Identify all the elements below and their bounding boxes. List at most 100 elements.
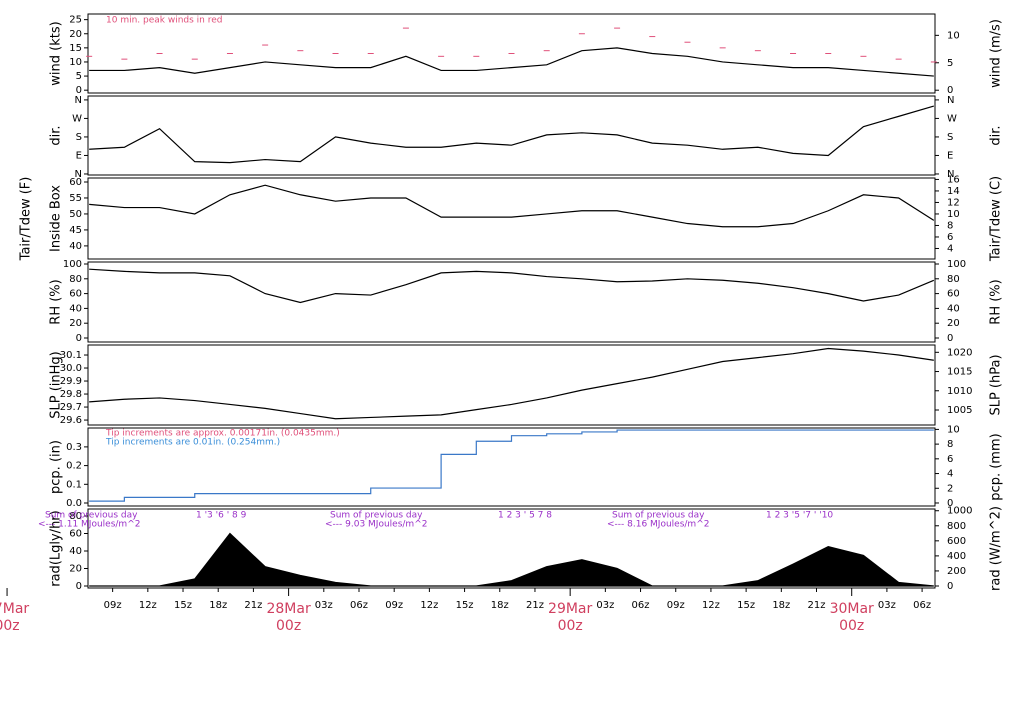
panel-frame (87, 261, 936, 343)
series-line (89, 347, 934, 420)
y2-tick-label: 12 (947, 197, 960, 208)
y-tick-label: 20 (69, 29, 82, 40)
y-tick-label: 29.9 (60, 376, 82, 387)
annotation: 10 min. peak winds in red (106, 16, 223, 26)
y2-tick-label: 8 (947, 439, 953, 450)
y-tick-label: 40 (69, 241, 82, 252)
x-tick-label: 03z (596, 600, 614, 611)
y-axis-label: Tair/Tdew (F) (19, 177, 34, 262)
y2-tick-label: 8 (947, 220, 953, 231)
y-tick-label: 30.1 (60, 350, 82, 361)
y2-tick-label: 10 (947, 424, 960, 435)
y-axis-label: RH (%) (49, 279, 64, 324)
series-line (89, 184, 935, 228)
day-hour-label: 00z (0, 618, 20, 634)
y-tick-label: 80 (69, 274, 82, 285)
x-tick-label: 12z (420, 600, 438, 611)
y2-tick-label: 10 (947, 209, 960, 220)
annotation: Sum of previous day (330, 511, 423, 521)
y-tick-label: N (75, 169, 82, 180)
annotation: Sum of previous day (45, 511, 138, 521)
y2-tick-label: 16 (947, 174, 960, 185)
x-tick-label: 06z (350, 600, 368, 611)
x-tick-label: 15z (737, 600, 755, 611)
y2-tick-label: 1015 (947, 367, 972, 378)
y2-tick-label: 400 (947, 551, 966, 562)
panel-frame (87, 13, 936, 94)
x-tick-label: 09z (667, 600, 685, 611)
x-tick-label: 06z (632, 600, 650, 611)
y2-tick-label: 200 (947, 566, 966, 577)
series-line (89, 268, 935, 304)
y-tick-label: 20 (69, 318, 82, 329)
x-tick-label: 03z (878, 600, 896, 611)
series-line (89, 429, 934, 502)
day-label: 27Mar (0, 601, 29, 617)
y-axis-label: Inside Box (49, 185, 64, 252)
y2-tick-label: 1000 (947, 506, 972, 517)
y2-tick-label: N (947, 95, 954, 106)
y-tick-label: 30.0 (60, 363, 82, 374)
y2-tick-label: S (947, 132, 953, 143)
x-tick-label: 18z (209, 600, 227, 611)
panel-frame (87, 344, 936, 426)
y-tick-label: 0.1 (66, 479, 82, 490)
y2-tick-label: 14 (947, 186, 960, 197)
y2-tick-label: 800 (947, 521, 966, 532)
y-tick-label: 0.0 (66, 498, 82, 509)
y2-tick-label: 4 (947, 469, 953, 480)
annotation: <--- 1.11 MJoules/m^2 (38, 520, 140, 530)
y-tick-label: 5 (76, 71, 82, 82)
y2-tick-label: 6 (947, 232, 953, 243)
y2-tick-label: 1010 (947, 386, 972, 397)
panel-frame (87, 508, 936, 589)
y-axis-label: rad(Lgly/hr) (49, 510, 64, 586)
annotation: Sum of previous day (612, 511, 705, 521)
x-tick-label: 21z (244, 600, 262, 611)
y2-tick-label: 20 (947, 318, 960, 329)
y2-tick-label: 600 (947, 536, 966, 547)
y2-tick-label: 2 (947, 483, 953, 494)
y-axis-label: SLP (inHg) (49, 351, 64, 419)
y-tick-label: 29.7 (60, 402, 82, 413)
y2-tick-label: 4 (947, 243, 953, 254)
y-axis-label: dir. (49, 125, 64, 145)
x-tick-label: 12z (702, 600, 720, 611)
y2-tick-label: 1020 (947, 347, 972, 358)
x-tick-label: 09z (104, 600, 122, 611)
y2-axis-label: dir. (989, 125, 1004, 145)
y-tick-label: 15 (69, 43, 82, 54)
annotation: <--- 8.16 MJoules/m^2 (607, 520, 709, 530)
annotation: Tip increments are approx. 0.00171in. (0… (105, 429, 340, 439)
x-tick-label: 12z (139, 600, 157, 611)
y-tick-label: S (76, 132, 82, 143)
series-line (89, 105, 934, 164)
y-tick-label: 20 (69, 563, 82, 574)
y-tick-label: 60 (69, 289, 82, 300)
y-tick-label: 40 (69, 546, 82, 557)
y2-axis-label: SLP (hPa) (989, 354, 1004, 415)
y2-axis-label: Tair/Tdew (C) (989, 176, 1004, 262)
y2-axis-label: rad (W/m^2) (989, 506, 1004, 591)
x-tick-label: 15z (174, 600, 192, 611)
annotation: <--- 9.03 MJoules/m^2 (325, 520, 427, 530)
y2-tick-label: 0 (947, 85, 953, 96)
y2-axis-label: RH (%) (989, 279, 1004, 324)
y-tick-label: 0 (76, 581, 82, 592)
y2-tick-label: 5 (947, 58, 953, 69)
y-tick-label: 100 (63, 259, 82, 270)
panel-frame (87, 95, 936, 176)
annotation: 1 '3 '6 ' 8 9 (196, 511, 247, 521)
y-tick-label: 25 (69, 15, 82, 26)
y2-tick-label: 40 (947, 303, 960, 314)
y-tick-label: 10 (69, 57, 82, 68)
y-tick-label: 29.8 (60, 389, 82, 400)
y2-tick-label: 10 (947, 30, 960, 41)
y-tick-label: 55 (69, 193, 82, 204)
y-tick-label: N (75, 95, 82, 106)
y2-tick-label: 6 (947, 454, 953, 465)
y-tick-label: 0.2 (66, 461, 82, 472)
radiation-area (89, 532, 934, 587)
